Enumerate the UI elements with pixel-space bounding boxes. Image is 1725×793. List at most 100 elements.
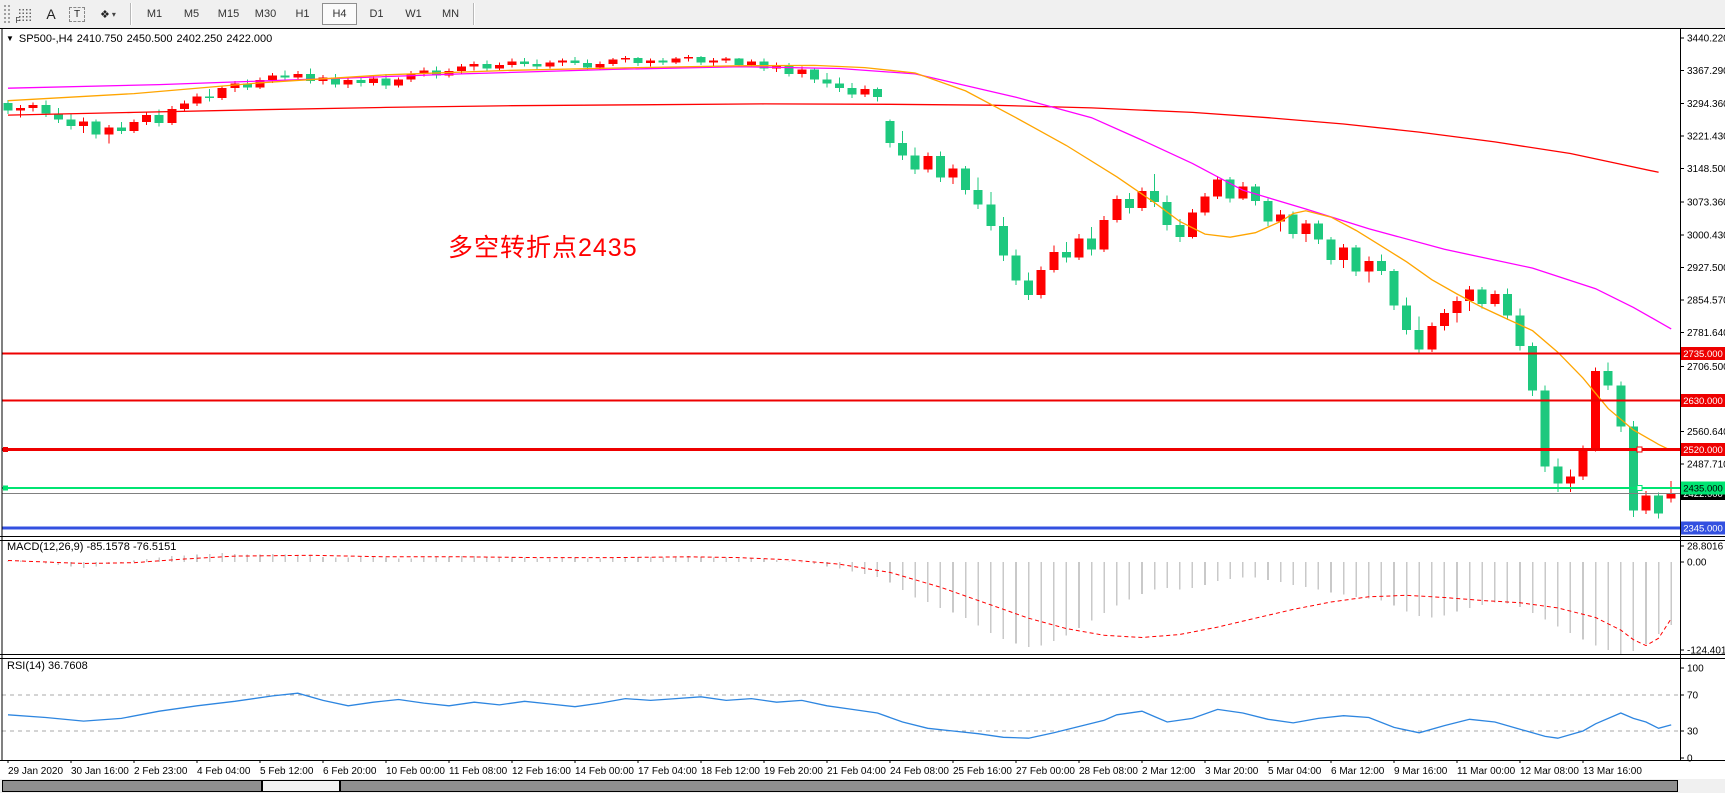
candle-body [255, 80, 265, 88]
low-value: 2402.250 [176, 33, 223, 45]
candle-body [986, 204, 996, 227]
candle-body [129, 122, 139, 132]
candle-body [1061, 251, 1071, 258]
horizontal-scrollbar[interactable] [0, 779, 1725, 793]
price-axis[interactable]: 3440.220 3367.290 3294.360 3221.430 3148.500… [1680, 34, 1725, 535]
candle-body [1477, 289, 1487, 304]
high-value: 2450.500 [126, 33, 173, 45]
hline-handle-left[interactable] [3, 485, 8, 491]
text-label-icon[interactable]: T [65, 3, 89, 25]
text-tool-glyph: A [46, 6, 56, 22]
candle-body [16, 107, 26, 111]
time-axis[interactable]: 29 Jan 2020 30 Jan 16:00 2 Feb 23:00 4 Feb … [7, 760, 1642, 777]
candle-body [331, 77, 341, 85]
time-label: 13 Mar 16:00 [1583, 766, 1642, 777]
hline-handle-left[interactable] [3, 447, 8, 453]
text-tool-icon[interactable]: A [39, 3, 63, 25]
candle-body [532, 64, 542, 67]
timeframe-button-group: M1 M5 M15 M30 H1 H4 D1 W1 MN [136, 3, 469, 25]
hline-handle-right[interactable] [1636, 484, 1643, 491]
time-label: 12 Feb 16:00 [512, 766, 571, 777]
tf-button-H1[interactable]: H1 [295, 8, 310, 20]
candle-body [1011, 255, 1021, 281]
candle-body [394, 79, 404, 86]
symbol-period-label: SP500-,H4 [18, 33, 73, 45]
hline-handle-right[interactable] [1636, 446, 1643, 453]
chart-background [0, 29, 1725, 793]
candle-body [205, 96, 215, 99]
candle-body [1087, 238, 1097, 250]
tf-button-W1[interactable]: W1 [405, 8, 422, 20]
time-label: 3 Mar 20:00 [1205, 766, 1259, 777]
macd-pane[interactable] [7, 553, 1672, 654]
rsi-tick-label: 30 [1687, 727, 1699, 738]
rsi-pane[interactable] [2, 692, 1680, 739]
candle-body [721, 58, 731, 61]
candle-body [809, 69, 819, 80]
toolbar-separator [130, 3, 132, 25]
tf-button-M1[interactable]: M1 [146, 8, 163, 20]
tf-button-M30[interactable]: M30 [254, 8, 277, 20]
macd-tick-label: 28.8016 [1687, 542, 1724, 553]
candle-body [242, 83, 252, 88]
dotted-grid-icon[interactable]: F [13, 3, 37, 25]
hline-badge-2520-label: 2520.000 [1683, 445, 1723, 456]
tf-button-H4[interactable]: H4 [322, 3, 357, 25]
time-label: 2 Mar 12:00 [1142, 766, 1196, 777]
candle-body [1112, 199, 1122, 220]
time-label: 4 Feb 04:00 [197, 766, 251, 777]
candle-body [973, 190, 983, 205]
candle-body [507, 61, 517, 65]
tf-button-D1[interactable]: D1 [369, 8, 384, 20]
hline-badge-2435 [1681, 481, 1725, 495]
candle-body [860, 89, 870, 95]
candle-body [1654, 495, 1664, 514]
candle-body [620, 57, 630, 60]
drawing-tool-dropdown-icon[interactable]: ❖ ▾ [91, 3, 125, 25]
candle-body [142, 115, 152, 123]
open-value: 2410.750 [76, 33, 123, 45]
candle-body [1502, 294, 1512, 316]
time-label: 18 Feb 12:00 [701, 766, 760, 777]
candle-body [1326, 239, 1336, 261]
candle-body [1175, 225, 1185, 237]
chevron-down-icon[interactable]: ▼ [6, 34, 14, 43]
price-tick-label: 3221.430 [1687, 131, 1725, 142]
hline-badge-2435-label: 2435.000 [1683, 483, 1723, 494]
rsi-indicator-label: RSI(14) 36.7608 [7, 660, 88, 672]
time-label: 28 Feb 08:00 [1079, 766, 1138, 777]
rsi-tick-label: 0 [1687, 754, 1693, 765]
candle-body [961, 168, 971, 191]
candle-body [1162, 201, 1172, 226]
candle-body [217, 88, 227, 99]
macd-tick-label: 0.00 [1687, 558, 1707, 569]
candle-body [847, 88, 857, 95]
candle-body [784, 64, 794, 74]
time-label: 14 Feb 00:00 [575, 766, 634, 777]
candle-body [1036, 269, 1046, 295]
time-label: 5 Mar 04:00 [1268, 766, 1322, 777]
current-price-badge-label: 2422.000 [1683, 489, 1723, 500]
toolbar-grip[interactable] [3, 4, 12, 24]
candle-body [167, 108, 177, 124]
candle-body [293, 73, 303, 78]
chart-title: ▼ SP500-,H4 2410.750 2450.500 2402.250 2422.0… [6, 33, 276, 45]
candle-body [66, 119, 76, 126]
close-value: 2422.000 [226, 33, 273, 45]
tf-button-M15[interactable]: M15 [217, 8, 240, 20]
price-tick-label: 3367.290 [1687, 66, 1725, 77]
scrollbar-thumb[interactable] [262, 780, 340, 792]
tf-button-MN[interactable]: MN [441, 8, 460, 20]
scrollbar-track-right[interactable] [340, 780, 1678, 792]
time-label: 6 Feb 20:00 [323, 766, 377, 777]
scrollbar-track-left[interactable] [2, 780, 262, 792]
annotation-text[interactable]: 多空转折点2435 [448, 234, 638, 262]
candle-body [1024, 280, 1034, 295]
candle-body [1540, 390, 1550, 467]
tf-button-M5[interactable]: M5 [183, 8, 200, 20]
candle-body [368, 78, 378, 83]
price-tick-label: 2560.640 [1687, 427, 1725, 438]
